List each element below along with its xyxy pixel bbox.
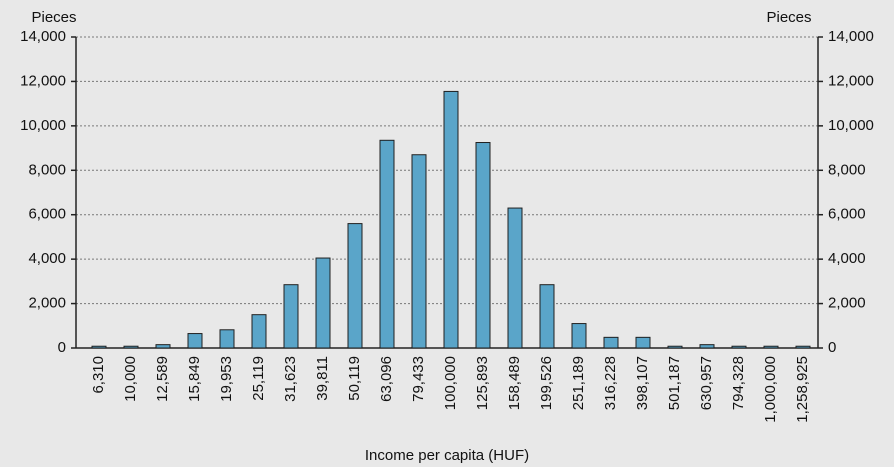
bar (155, 344, 171, 349)
y-tick-label: 14,000 (20, 28, 66, 45)
x-tick-label: 31,623 (282, 356, 299, 402)
y2-axis-label: Pieces (766, 9, 811, 26)
y2-tick-label: 4,000 (828, 250, 866, 267)
y-tick-label: 6,000 (28, 206, 66, 223)
bar (731, 345, 747, 349)
bar (251, 314, 267, 349)
bar (187, 333, 203, 349)
bar (507, 207, 523, 349)
bar (699, 344, 715, 349)
x-tick-label: 1,258,925 (794, 356, 811, 423)
bar (379, 139, 395, 349)
bar (347, 223, 363, 349)
x-tick-label: 125,893 (474, 356, 491, 410)
x-tick-label: 501,187 (666, 356, 683, 410)
bar (411, 154, 427, 349)
y-tick-label: 2,000 (28, 295, 66, 312)
x-tick-label: 12,589 (154, 356, 171, 402)
x-tick-label: 63,096 (378, 356, 395, 402)
y2-tick-label: 2,000 (828, 295, 866, 312)
x-tick-label: 630,957 (698, 356, 715, 410)
y2-tick-label: 0 (828, 339, 836, 356)
y2-tick-label: 8,000 (828, 161, 866, 178)
bar (91, 345, 107, 349)
x-tick-label: 1,000,000 (762, 356, 779, 423)
x-tick-label: 100,000 (442, 356, 459, 410)
bar (283, 284, 299, 349)
x-tick-label: 316,228 (602, 356, 619, 410)
bar (475, 142, 491, 349)
y-axis-label: Pieces (31, 9, 76, 26)
bar (667, 345, 683, 349)
y-tick-label: 10,000 (20, 117, 66, 134)
x-tick-label: 25,119 (250, 356, 267, 401)
y2-tick-label: 14,000 (828, 28, 874, 45)
x-tick-label: 39,811 (314, 356, 331, 401)
y-tick-label: 4,000 (28, 250, 66, 267)
x-tick-label: 15,849 (186, 356, 203, 402)
x-tick-label: 50,119 (346, 356, 363, 401)
y-tick-label: 12,000 (20, 72, 66, 89)
y-tick-label: 0 (58, 339, 66, 356)
x-tick-label: 398,107 (634, 356, 651, 410)
y2-tick-label: 12,000 (828, 72, 874, 89)
y2-tick-label: 10,000 (828, 117, 874, 134)
bar (219, 329, 235, 349)
bar (763, 345, 779, 349)
y2-tick-label: 6,000 (828, 206, 866, 223)
bar (635, 336, 651, 349)
y-tick-label: 8,000 (28, 161, 66, 178)
bar (539, 284, 555, 349)
x-tick-label: 10,000 (122, 356, 139, 402)
bar (315, 257, 331, 349)
x-tick-label: 794,328 (730, 356, 747, 410)
bar (795, 345, 811, 349)
x-tick-label: 199,526 (538, 356, 555, 410)
bar (123, 345, 139, 349)
x-tick-label: 79,433 (410, 356, 427, 402)
bar (603, 336, 619, 349)
x-axis-label: Income per capita (HUF) (365, 447, 529, 464)
bar (443, 90, 459, 349)
x-tick-label: 6,310 (90, 356, 107, 394)
x-tick-label: 158,489 (506, 356, 523, 410)
bar (571, 323, 587, 349)
x-tick-label: 19,953 (218, 356, 235, 402)
x-tick-label: 251,189 (570, 356, 587, 410)
